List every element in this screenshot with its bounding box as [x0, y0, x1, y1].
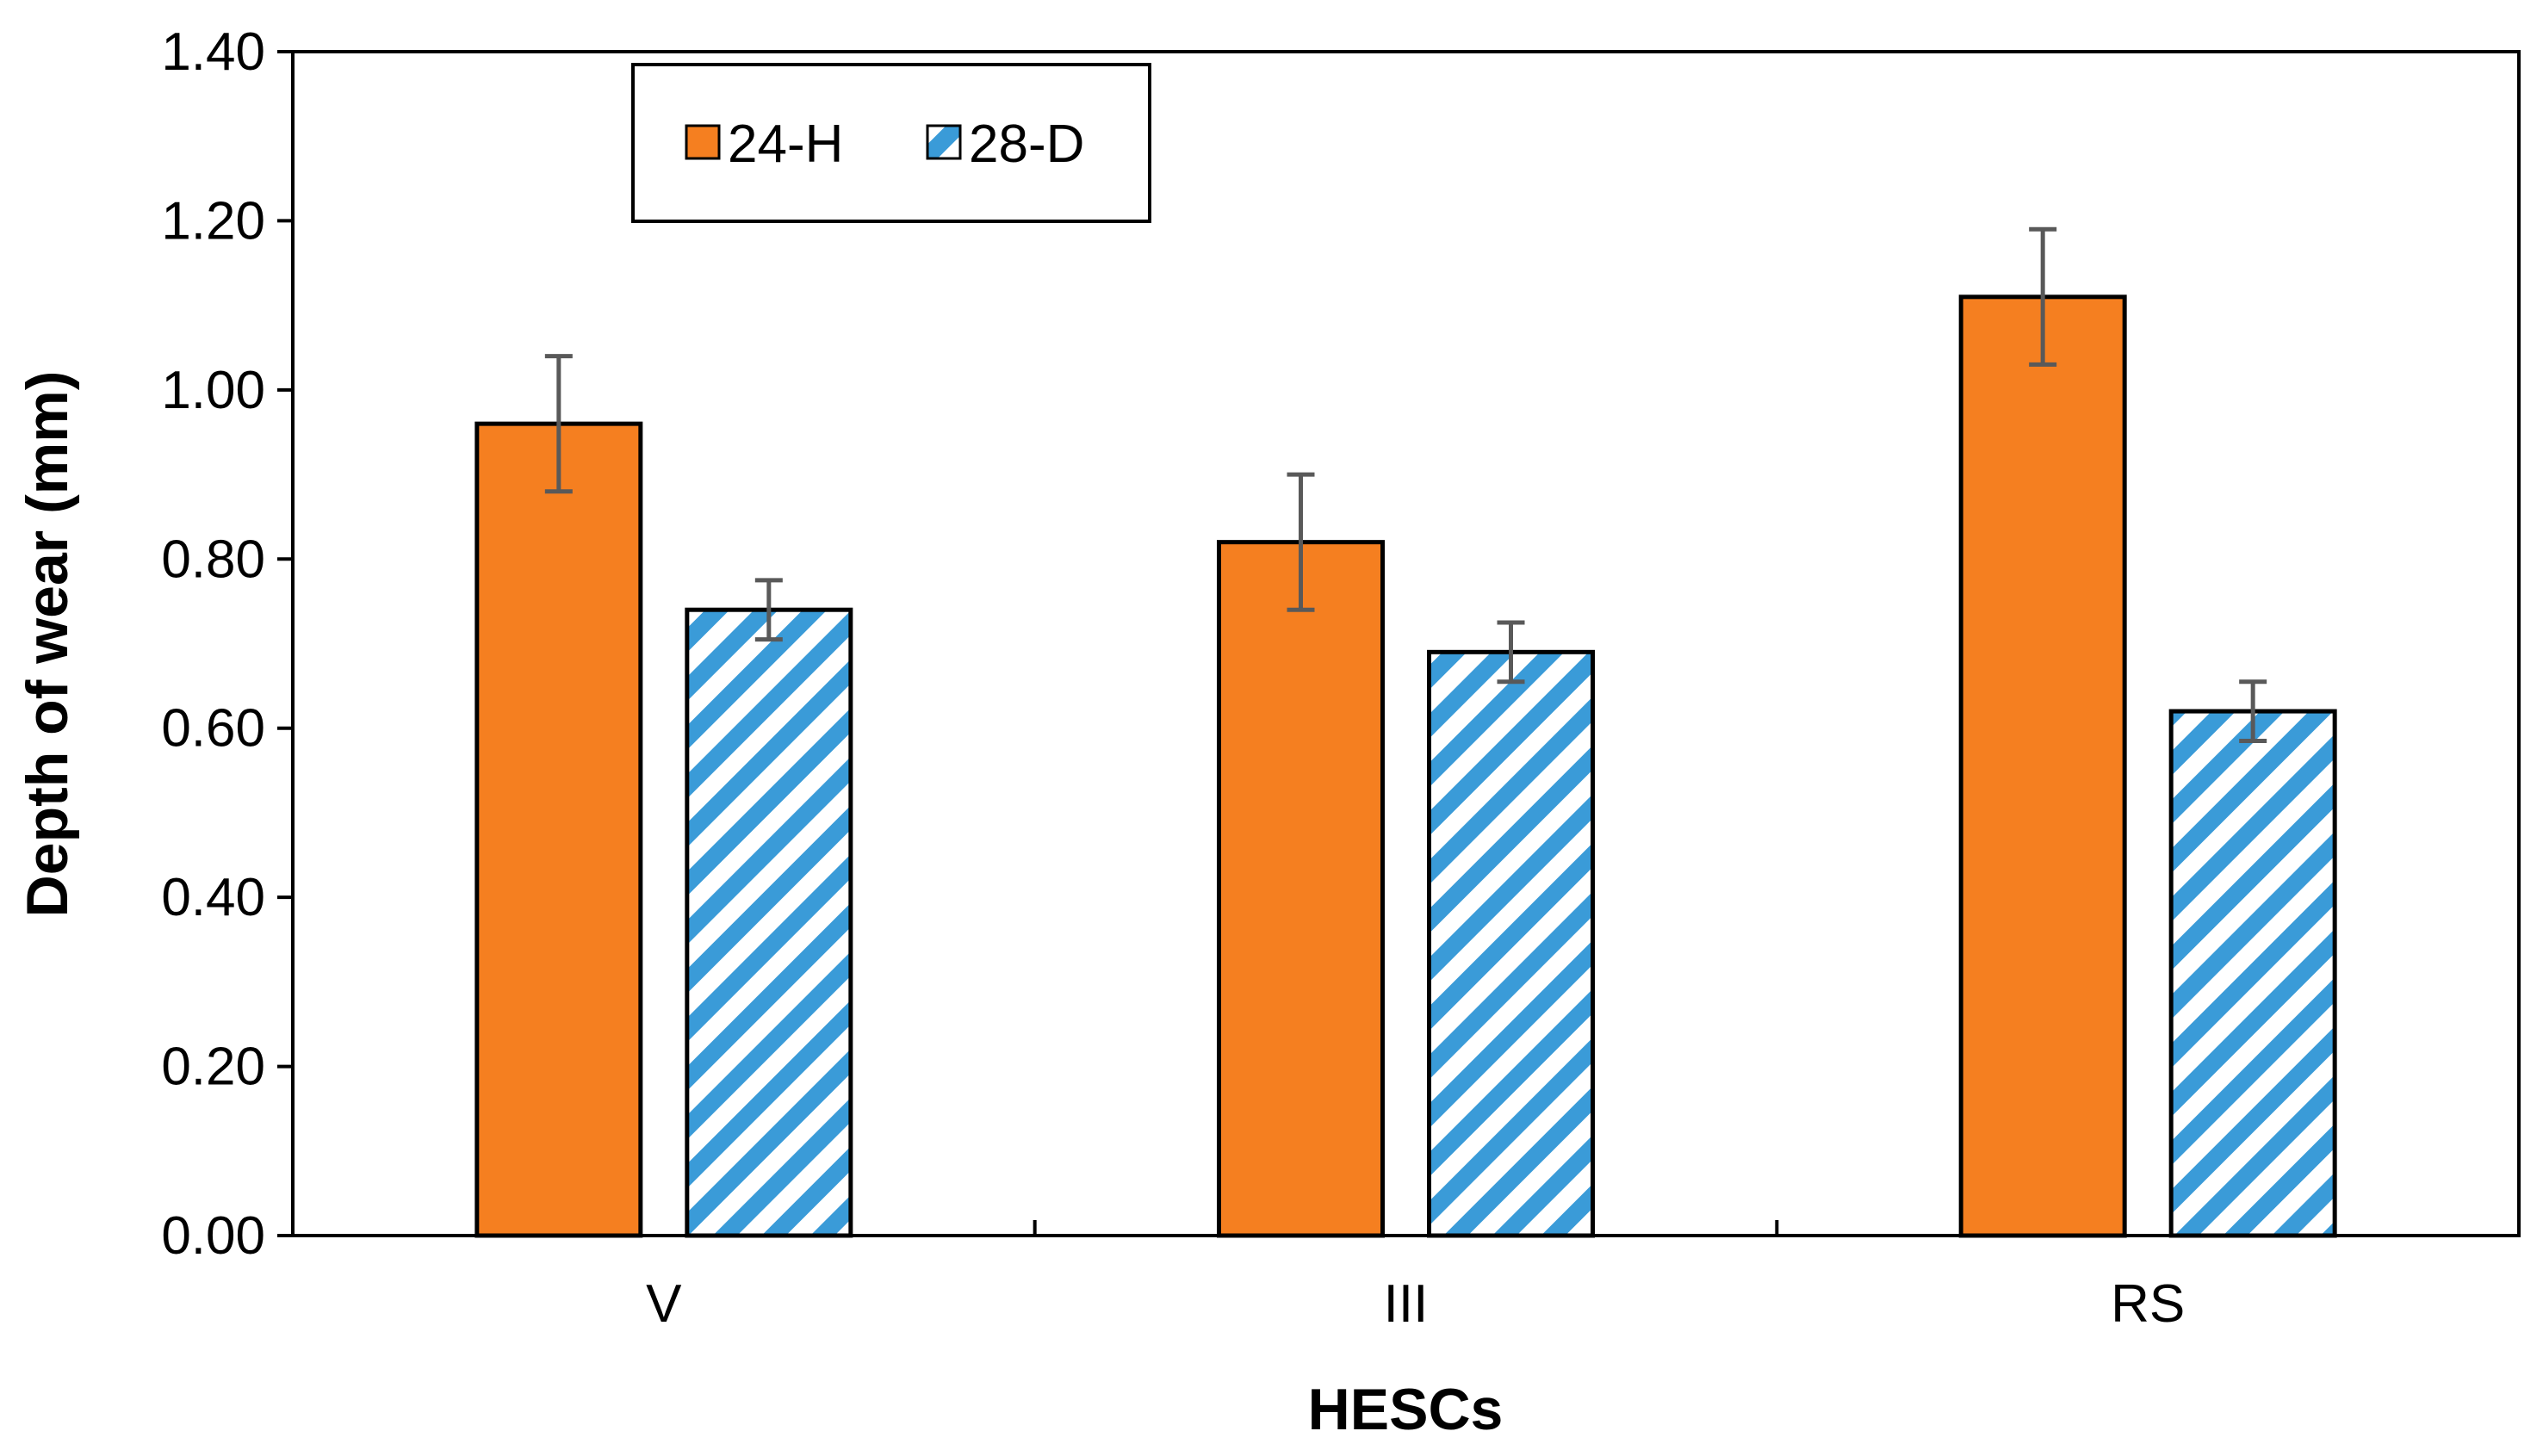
y-tick-label: 1.00: [161, 361, 265, 420]
y-axis: 0.00 0.20 0.40 0.60 0.80 1.00 1.20 1.40: [161, 22, 293, 1266]
x-axis-title: HESCs: [1308, 1377, 1504, 1442]
x-tick-label: III: [1384, 1274, 1429, 1334]
bar-24-h-rs: [1958, 294, 2127, 1238]
bar-28-d-rs: [2168, 709, 2337, 1238]
bar-28-d-v: [685, 607, 853, 1238]
legend-label-24-h: 24-H: [728, 115, 843, 174]
y-tick-label: 1.40: [161, 22, 265, 82]
legend-label-28-d: 28-D: [969, 115, 1084, 174]
y-tick-label: 1.20: [161, 191, 265, 251]
bar-28-d-iii: [1427, 649, 1595, 1238]
y-tick-label: 0.40: [161, 868, 265, 927]
y-tick-label: 0.00: [161, 1206, 265, 1266]
y-axis-title: Depth of wear (mm): [15, 371, 80, 918]
y-tick-label: 0.60: [161, 699, 265, 759]
y-tick-label: 0.80: [161, 530, 265, 589]
legend: 24-H 28-D: [631, 63, 1151, 223]
error-bars: [544, 226, 2267, 743]
bar-24-h-v: [474, 421, 643, 1238]
x-tick-label: V: [646, 1274, 682, 1334]
bar-24-h-iii: [1217, 540, 1385, 1238]
x-axis: V III RS: [646, 1220, 2185, 1334]
plot-area: [291, 50, 2521, 1237]
y-tick-label: 0.20: [161, 1038, 265, 1097]
legend-swatch-24-h: [685, 124, 721, 160]
bars: [474, 294, 2337, 1238]
legend-swatch-28-d: [926, 124, 962, 160]
x-tick-label: RS: [2111, 1274, 2185, 1334]
